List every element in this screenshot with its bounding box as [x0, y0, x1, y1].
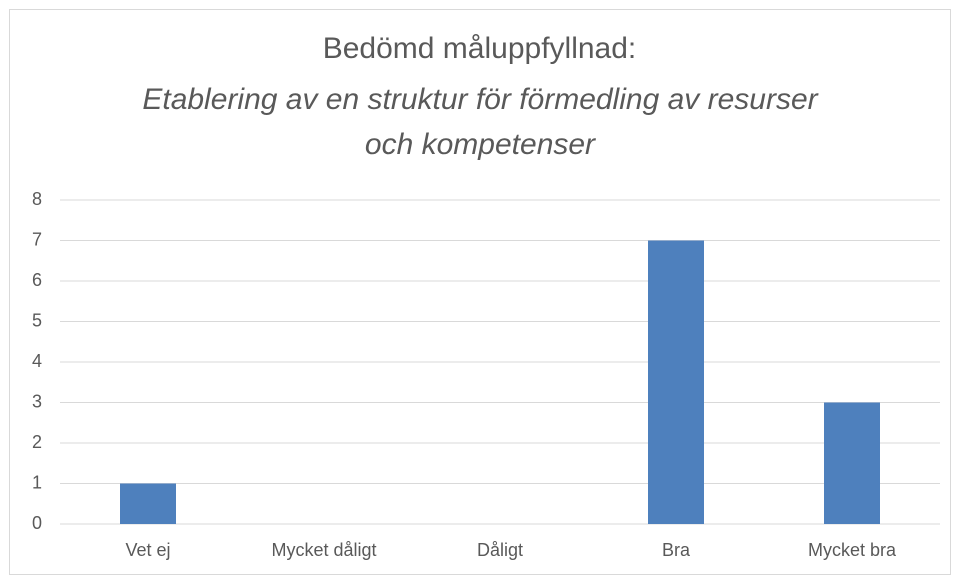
y-tick-label: 7 — [32, 229, 42, 249]
y-tick-label: 5 — [32, 310, 42, 330]
x-tick-label: Mycket dåligt — [271, 540, 376, 560]
bar — [824, 402, 880, 524]
y-tick-label: 2 — [32, 432, 42, 452]
chart-title: Bedömd måluppfyllnad: — [322, 32, 637, 65]
x-tick-label: Dåligt — [477, 540, 523, 560]
bar — [648, 240, 704, 524]
bar — [120, 483, 176, 524]
y-tick-label: 6 — [32, 270, 42, 290]
x-tick-label: Vet ej — [125, 540, 170, 560]
y-tick-label: 3 — [32, 391, 42, 411]
chart-subtitle: Etablering av en struktur för förmedling… — [142, 83, 818, 161]
chart-border — [9, 9, 951, 575]
y-tick-label: 1 — [32, 472, 42, 492]
x-tick-label: Mycket bra — [808, 540, 897, 560]
y-tick-label: 0 — [32, 513, 42, 533]
y-tick-label: 4 — [32, 351, 42, 371]
y-tick-label: 8 — [32, 189, 42, 209]
x-tick-label: Bra — [662, 540, 691, 560]
